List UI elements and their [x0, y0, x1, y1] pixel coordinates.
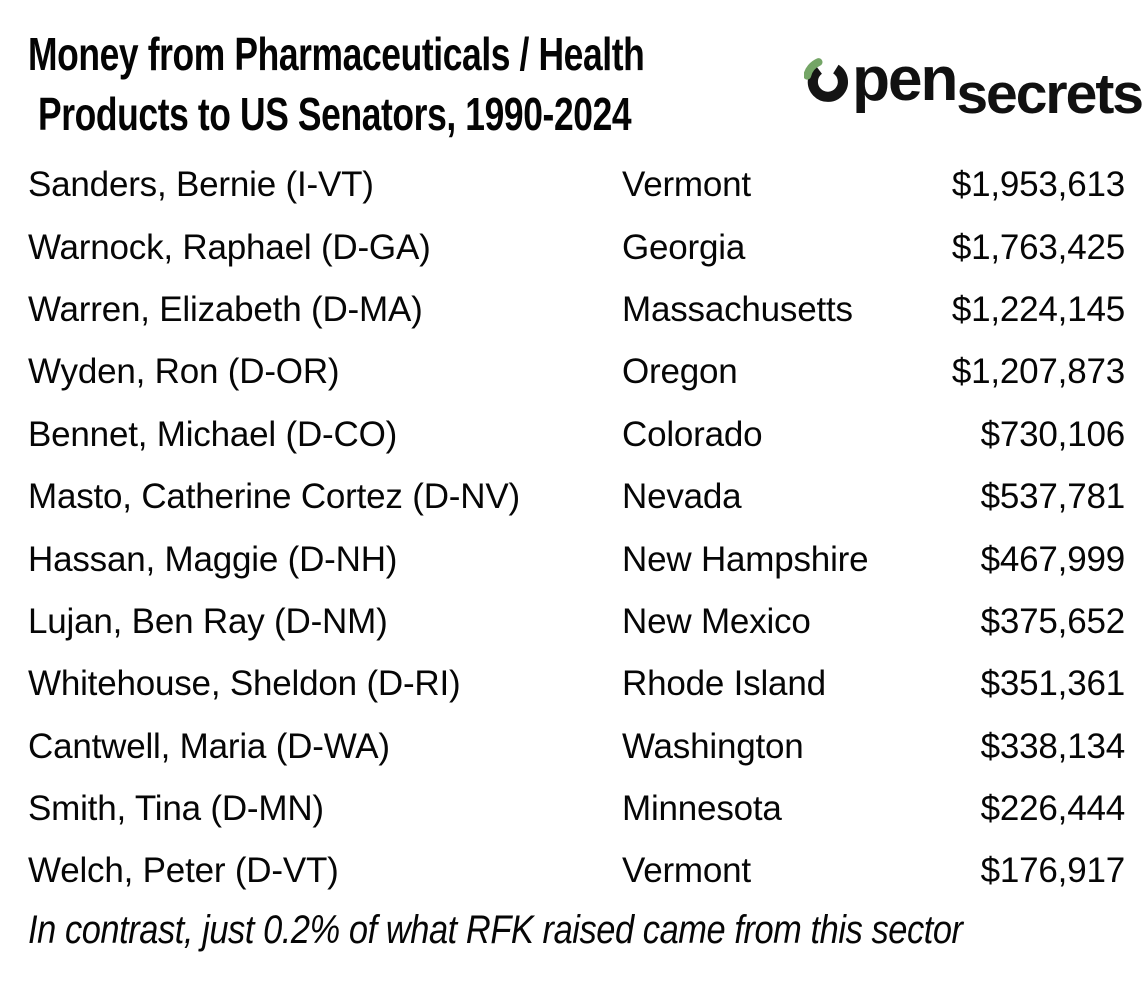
- title-line-1: Money from Pharmaceuticals / Health: [28, 28, 645, 80]
- amount-value: $226,444: [980, 789, 1126, 829]
- table-row: Hassan, Maggie (D-NH) New Hampshire $467,9…: [28, 528, 1125, 590]
- table-row: Whitehouse, Sheldon (D-RI) Rhode Island $3…: [28, 653, 1125, 715]
- table-row: Wyden, Ron (D-OR) Oregon $1,207,873: [28, 341, 1125, 403]
- senator-name: Sanders, Bernie (I-VT): [28, 165, 374, 205]
- senator-name: Lujan, Ben Ray (D-NM): [28, 601, 388, 641]
- amount-value: $1,224,145: [951, 289, 1125, 329]
- senator-name: Warnock, Raphael (D-GA): [28, 227, 431, 267]
- amount-value: $338,134: [980, 726, 1126, 766]
- senator-name: Welch, Peter (D-VT): [28, 851, 339, 891]
- amount-value: $467,999: [980, 539, 1126, 579]
- table-row: Sanders, Bernie (I-VT) Vermont $1,953,613: [28, 154, 1125, 216]
- table-row: Bennet, Michael (D-CO) Colorado $730,106: [28, 404, 1125, 466]
- state-name: Massachusetts: [622, 289, 853, 329]
- senator-table: Sanders, Bernie (I-VT) Vermont $1,953,613 W…: [28, 154, 1125, 903]
- state-name: Minnesota: [622, 789, 782, 829]
- table-row: Cantwell, Maria (D-WA) Washington $338,134: [28, 716, 1125, 778]
- page-title: Money from Pharmaceuticals / Health Prod…: [28, 24, 645, 144]
- state-name: Colorado: [622, 414, 763, 454]
- senator-name: Whitehouse, Sheldon (D-RI): [28, 664, 461, 704]
- state-name: Vermont: [622, 851, 751, 891]
- table-row: Smith, Tina (D-MN) Minnesota $226,444: [28, 778, 1125, 840]
- table-row: Masto, Catherine Cortez (D-NV) Nevada $537…: [28, 466, 1125, 528]
- senator-name: Masto, Catherine Cortez (D-NV): [28, 477, 520, 517]
- senator-name: Bennet, Michael (D-CO): [28, 414, 398, 454]
- title-line-2: Products to US Senators, 1990-2024: [38, 88, 632, 140]
- amount-value: $351,361: [980, 664, 1126, 704]
- table-row: Warren, Elizabeth (D-MA) Massachusetts $1,…: [28, 279, 1125, 341]
- amount-value: $1,207,873: [951, 352, 1125, 392]
- amount-value: $1,953,613: [951, 165, 1125, 205]
- state-name: Oregon: [622, 352, 738, 392]
- amount-value: $375,652: [980, 601, 1126, 641]
- senator-name: Wyden, Ron (D-OR): [28, 352, 340, 392]
- opensecrets-o-icon: [804, 44, 850, 103]
- table-row: Welch, Peter (D-VT) Vermont $176,917: [28, 840, 1125, 902]
- table-row: Lujan, Ben Ray (D-NM) New Mexico $375,652: [28, 591, 1125, 653]
- amount-value: $1,763,425: [951, 227, 1125, 267]
- senator-name: Smith, Tina (D-MN): [28, 789, 324, 829]
- state-name: Nevada: [622, 477, 742, 517]
- state-name: Vermont: [622, 165, 751, 205]
- senator-name: Warren, Elizabeth (D-MA): [28, 289, 423, 329]
- state-name: New Mexico: [622, 601, 811, 641]
- senator-name: Cantwell, Maria (D-WA): [28, 726, 390, 766]
- footer-annotation: In contrast, just 0.2% of what RFK raise…: [28, 908, 963, 952]
- opensecrets-logo: pen secrets: [804, 44, 1144, 126]
- state-name: Rhode Island: [622, 664, 826, 704]
- state-name: Georgia: [622, 227, 746, 267]
- amount-value: $176,917: [980, 851, 1126, 891]
- amount-value: $537,781: [980, 477, 1126, 517]
- logo-text-open: pen: [852, 45, 958, 114]
- table-row: Warnock, Raphael (D-GA) Georgia $1,763,425: [28, 216, 1125, 278]
- amount-value: $730,106: [980, 414, 1126, 454]
- logo-text-secrets: secrets: [956, 62, 1144, 126]
- state-name: Washington: [622, 726, 804, 766]
- state-name: New Hampshire: [622, 539, 869, 579]
- senator-name: Hassan, Maggie (D-NH): [28, 539, 398, 579]
